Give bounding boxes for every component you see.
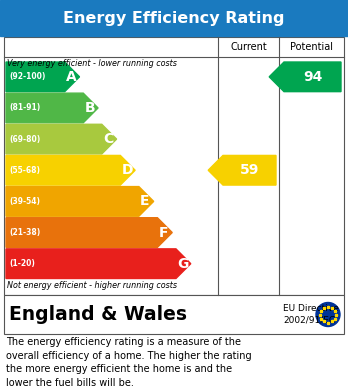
Text: C: C bbox=[103, 132, 113, 146]
Text: England & Wales: England & Wales bbox=[9, 305, 187, 324]
Text: The energy efficiency rating is a measure of the
overall efficiency of a home. T: The energy efficiency rating is a measur… bbox=[6, 337, 252, 388]
Text: (55-68): (55-68) bbox=[9, 166, 40, 175]
Text: (39-54): (39-54) bbox=[9, 197, 40, 206]
Bar bbox=[4, 37, 344, 295]
Bar bbox=[4, 295, 344, 334]
Text: Very energy efficient - lower running costs: Very energy efficient - lower running co… bbox=[7, 59, 177, 68]
Text: 59: 59 bbox=[240, 163, 259, 177]
Text: E: E bbox=[140, 194, 149, 208]
Polygon shape bbox=[208, 156, 276, 185]
Polygon shape bbox=[6, 93, 98, 123]
Circle shape bbox=[316, 303, 340, 326]
Text: G: G bbox=[177, 256, 188, 271]
Text: (1-20): (1-20) bbox=[9, 259, 35, 268]
Text: F: F bbox=[158, 226, 168, 240]
Text: B: B bbox=[84, 101, 95, 115]
Text: 94: 94 bbox=[303, 70, 322, 84]
Text: EU Directive
2002/91/EC: EU Directive 2002/91/EC bbox=[283, 304, 339, 325]
Text: (69-80): (69-80) bbox=[9, 135, 40, 143]
Polygon shape bbox=[6, 249, 191, 278]
Polygon shape bbox=[6, 218, 172, 248]
Text: Not energy efficient - higher running costs: Not energy efficient - higher running co… bbox=[7, 281, 177, 290]
Polygon shape bbox=[6, 156, 135, 185]
Text: (21-38): (21-38) bbox=[9, 228, 40, 237]
Text: Potential: Potential bbox=[290, 42, 333, 52]
Text: Current: Current bbox=[230, 42, 267, 52]
Text: Energy Efficiency Rating: Energy Efficiency Rating bbox=[63, 11, 285, 25]
Text: A: A bbox=[66, 70, 77, 84]
Polygon shape bbox=[269, 62, 341, 91]
Bar bbox=[0, 0, 348, 36]
Polygon shape bbox=[6, 187, 154, 216]
Text: (92-100): (92-100) bbox=[9, 72, 45, 81]
Polygon shape bbox=[6, 62, 80, 91]
Text: D: D bbox=[121, 163, 133, 177]
Polygon shape bbox=[6, 124, 117, 154]
Text: (81-91): (81-91) bbox=[9, 104, 40, 113]
